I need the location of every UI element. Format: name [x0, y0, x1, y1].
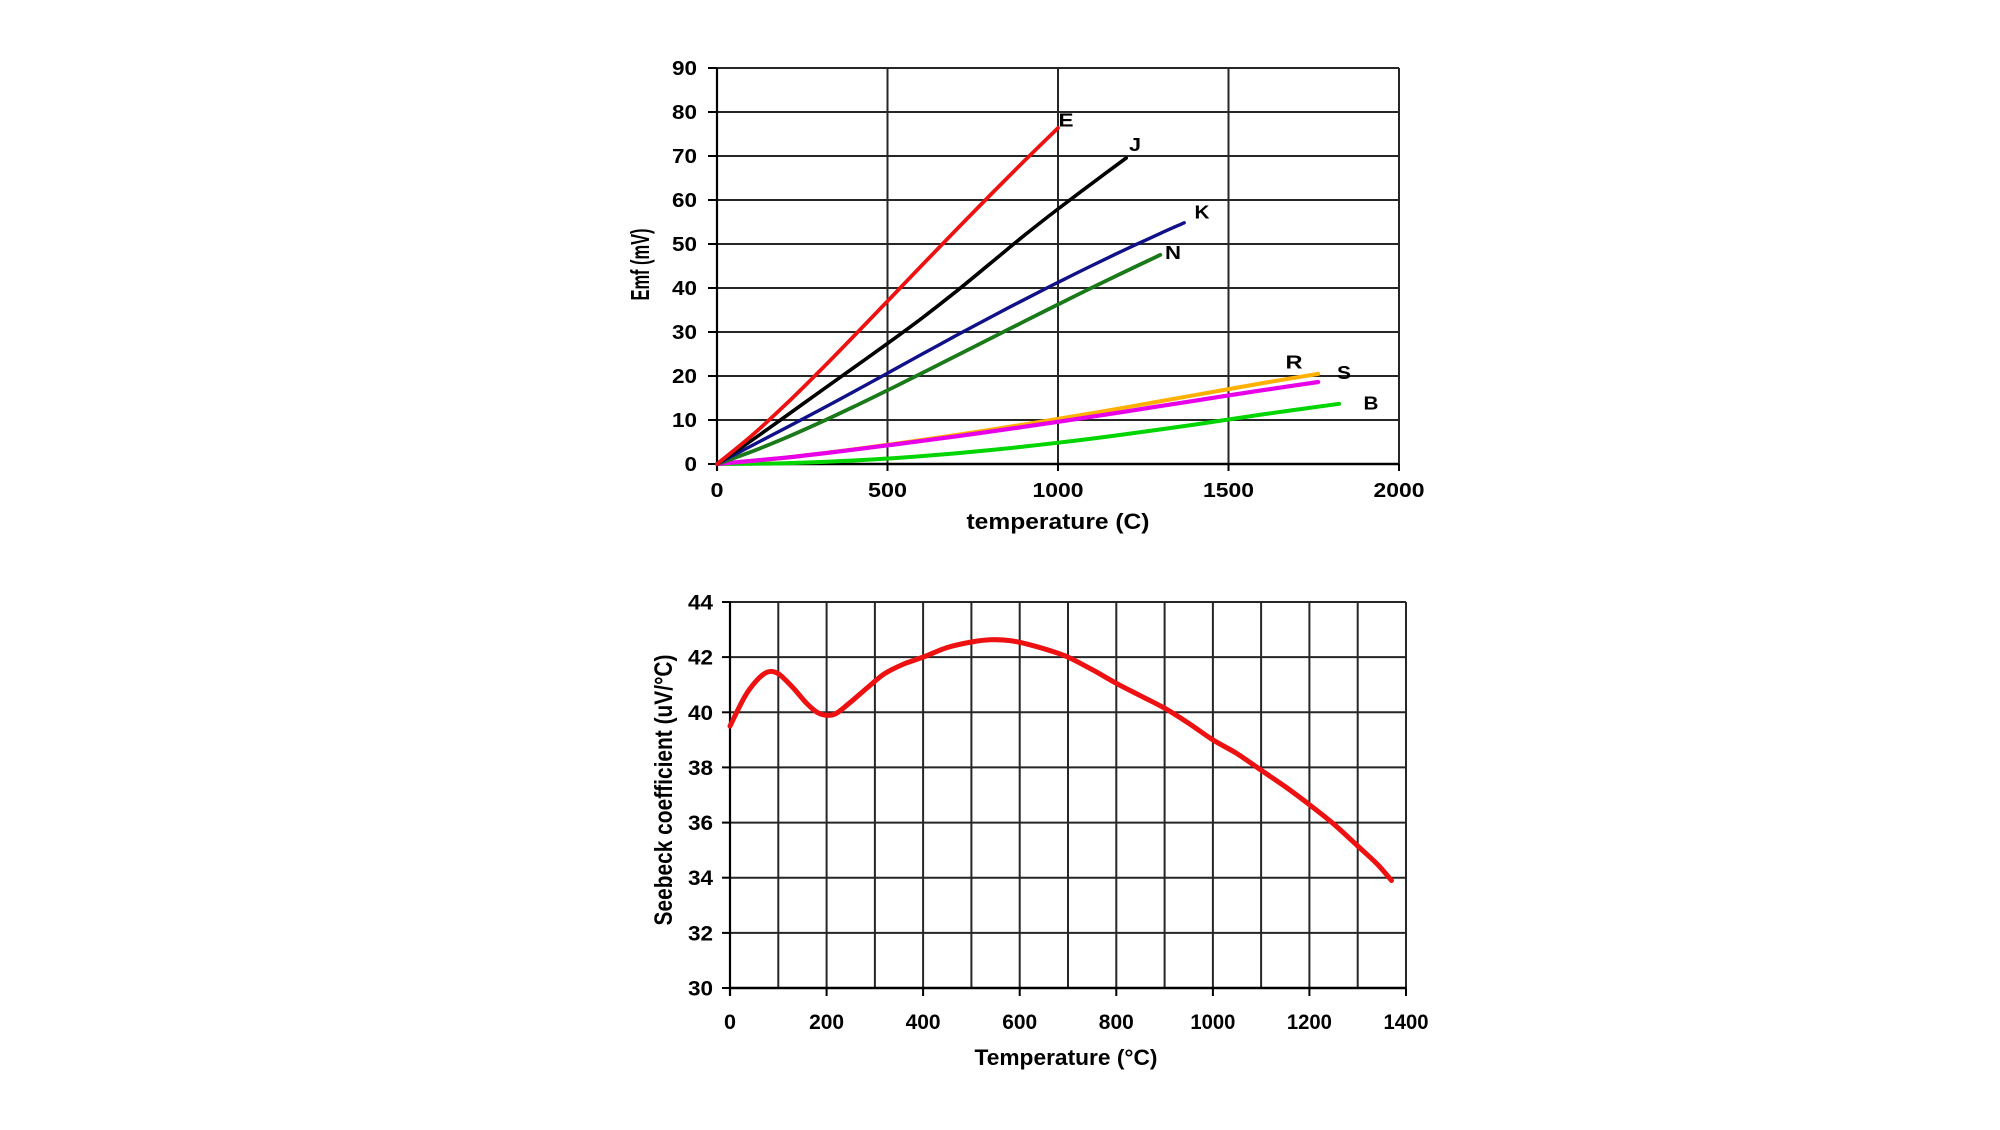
svg-text:K: K [1195, 203, 1210, 223]
svg-text:800: 800 [1099, 1011, 1134, 1034]
svg-text:50: 50 [672, 234, 697, 256]
svg-text:1200: 1200 [1287, 1011, 1332, 1034]
svg-text:20: 20 [672, 366, 697, 388]
svg-text:S: S [1337, 363, 1351, 383]
svg-text:600: 600 [1002, 1011, 1037, 1034]
svg-text:R: R [1286, 353, 1303, 373]
svg-text:30: 30 [672, 322, 697, 344]
svg-text:400: 400 [906, 1011, 941, 1034]
svg-text:Seebeck coefficient (uV/°C): Seebeck coefficient (uV/°C) [650, 655, 678, 926]
svg-text:32: 32 [688, 922, 713, 945]
svg-text:44: 44 [688, 592, 713, 615]
svg-text:1000: 1000 [1033, 480, 1084, 502]
svg-text:1000: 1000 [1190, 1011, 1235, 1034]
svg-text:2000: 2000 [1374, 480, 1425, 502]
svg-text:60: 60 [672, 190, 697, 212]
svg-text:0: 0 [724, 1011, 736, 1034]
svg-text:Emf (mV): Emf (mV) [625, 229, 655, 301]
svg-text:N: N [1165, 243, 1181, 263]
svg-text:500: 500 [868, 480, 907, 502]
svg-text:42: 42 [688, 647, 713, 670]
svg-text:90: 90 [672, 58, 697, 80]
svg-text:36: 36 [688, 812, 713, 835]
svg-text:38: 38 [688, 757, 713, 780]
svg-text:70: 70 [672, 146, 697, 168]
svg-text:Temperature (°C): Temperature (°C) [975, 1045, 1158, 1070]
svg-text:temperature (C): temperature (C) [967, 509, 1150, 534]
svg-text:1400: 1400 [1384, 1011, 1429, 1034]
svg-text:40: 40 [672, 278, 697, 300]
svg-text:200: 200 [809, 1011, 844, 1034]
svg-text:E: E [1059, 111, 1074, 131]
svg-text:40: 40 [688, 702, 713, 725]
svg-text:80: 80 [672, 102, 697, 124]
svg-text:30: 30 [688, 978, 713, 1001]
svg-text:10: 10 [672, 410, 697, 432]
svg-text:0: 0 [685, 454, 698, 476]
svg-text:1500: 1500 [1203, 480, 1254, 502]
svg-text:34: 34 [688, 867, 713, 890]
svg-text:J: J [1129, 135, 1141, 155]
svg-text:0: 0 [711, 480, 724, 502]
svg-text:B: B [1364, 394, 1379, 414]
